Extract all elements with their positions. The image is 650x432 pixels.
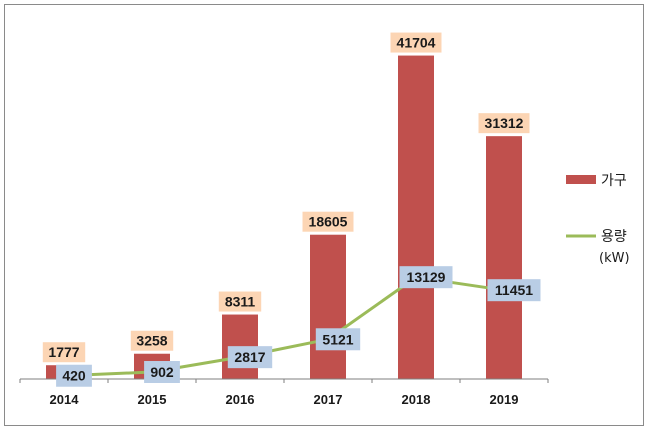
x-tick-label-2019: 2019 <box>490 392 519 407</box>
bar-label-2019: 31312 <box>485 115 524 131</box>
line-label-bg-2019 <box>487 279 541 302</box>
line-label-bg-2015 <box>144 361 180 384</box>
x-tick-label-2014: 2014 <box>50 392 80 407</box>
line-label-2019: 11451 <box>495 282 533 298</box>
bar-label-bg-2016 <box>218 291 262 312</box>
line-label-bg-2018 <box>399 266 453 289</box>
line-label-2015: 902 <box>150 364 174 380</box>
bar-label-2014: 1777 <box>48 344 79 360</box>
bars-group <box>46 55 522 379</box>
bar-label-bg-2018 <box>390 32 442 53</box>
bar-2018 <box>398 55 434 379</box>
line-label-2017: 5121 <box>322 331 353 347</box>
legend-label-households: 가구 <box>601 173 627 189</box>
bar-label-2018: 41704 <box>397 35 436 51</box>
bar-label-bg-2015 <box>130 330 174 351</box>
line-label-2014: 420 <box>62 368 86 384</box>
bar-label-bg-2019 <box>478 113 530 134</box>
bar-labels-group: 1777 3258 8311 18605 41704 31312 <box>42 32 530 363</box>
line-series-capacity <box>63 275 505 378</box>
line-label-2018: 13129 <box>407 269 446 285</box>
legend-label-capacity-unit: (kW) <box>599 251 630 266</box>
legend-label-capacity: 용량 <box>601 229 627 245</box>
x-tick-label-2016: 2016 <box>226 392 255 407</box>
line-label-bg-2016 <box>227 346 273 369</box>
line-label-bg-2014 <box>56 364 92 387</box>
bar-label-2016: 8311 <box>225 294 256 310</box>
x-tick-label-2017: 2017 <box>314 392 343 407</box>
bar-label-2015: 3258 <box>136 333 167 349</box>
bar-2019 <box>486 136 522 379</box>
legend: 가구 용량 (kW) <box>566 173 630 266</box>
legend-swatch-households <box>566 175 596 184</box>
x-ticks-group: 2014 2015 2016 2017 2018 2019 <box>19 379 549 407</box>
bar-label-bg-2014 <box>42 342 86 363</box>
x-tick-label-2018: 2018 <box>402 392 431 407</box>
bar-label-2017: 18605 <box>309 214 348 230</box>
line-labels-group: 420 902 2817 5121 13129 11451 <box>56 266 541 387</box>
bar-label-bg-2017 <box>302 211 354 232</box>
bar-2017 <box>310 234 346 379</box>
line-label-2016: 2817 <box>234 349 265 365</box>
x-tick-label-2015: 2015 <box>138 392 167 407</box>
line-label-bg-2017 <box>315 328 361 351</box>
